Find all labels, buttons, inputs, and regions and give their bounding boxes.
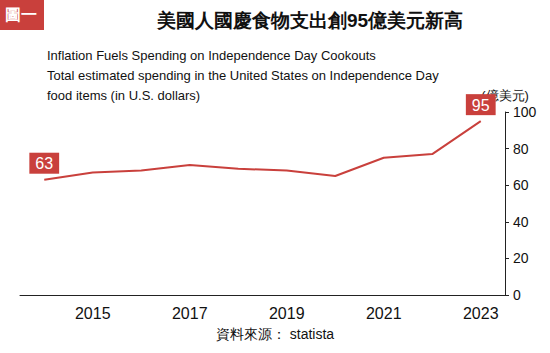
svg-text:美國人國慶食物支出創95億美元新高: 美國人國慶食物支出創95億美元新高 [156,10,463,31]
svg-text:40: 40 [513,214,529,230]
svg-text:100: 100 [513,104,537,120]
svg-text:95: 95 [472,97,490,114]
svg-text:63: 63 [35,155,53,172]
svg-text:0: 0 [513,287,521,303]
svg-text:2017: 2017 [172,305,208,322]
svg-text:2015: 2015 [75,305,111,322]
svg-text:資料來源： statista: 資料來源： statista [216,326,334,342]
svg-text:20: 20 [513,250,529,266]
svg-text:2021: 2021 [366,305,402,322]
svg-text:2023: 2023 [463,305,499,322]
svg-text:80: 80 [513,141,529,157]
svg-text:Total estimated spending in th: Total estimated spending in the United S… [47,68,439,83]
svg-text:Inflation Fuels Spending on In: Inflation Fuels Spending on Independence… [47,48,376,63]
svg-text:圖一: 圖一 [5,6,37,23]
svg-text:food items (in U.S. dollars): food items (in U.S. dollars) [47,88,200,103]
svg-text:60: 60 [513,177,529,193]
svg-text:2019: 2019 [269,305,305,322]
svg-text:(億美元): (億美元) [481,88,529,103]
